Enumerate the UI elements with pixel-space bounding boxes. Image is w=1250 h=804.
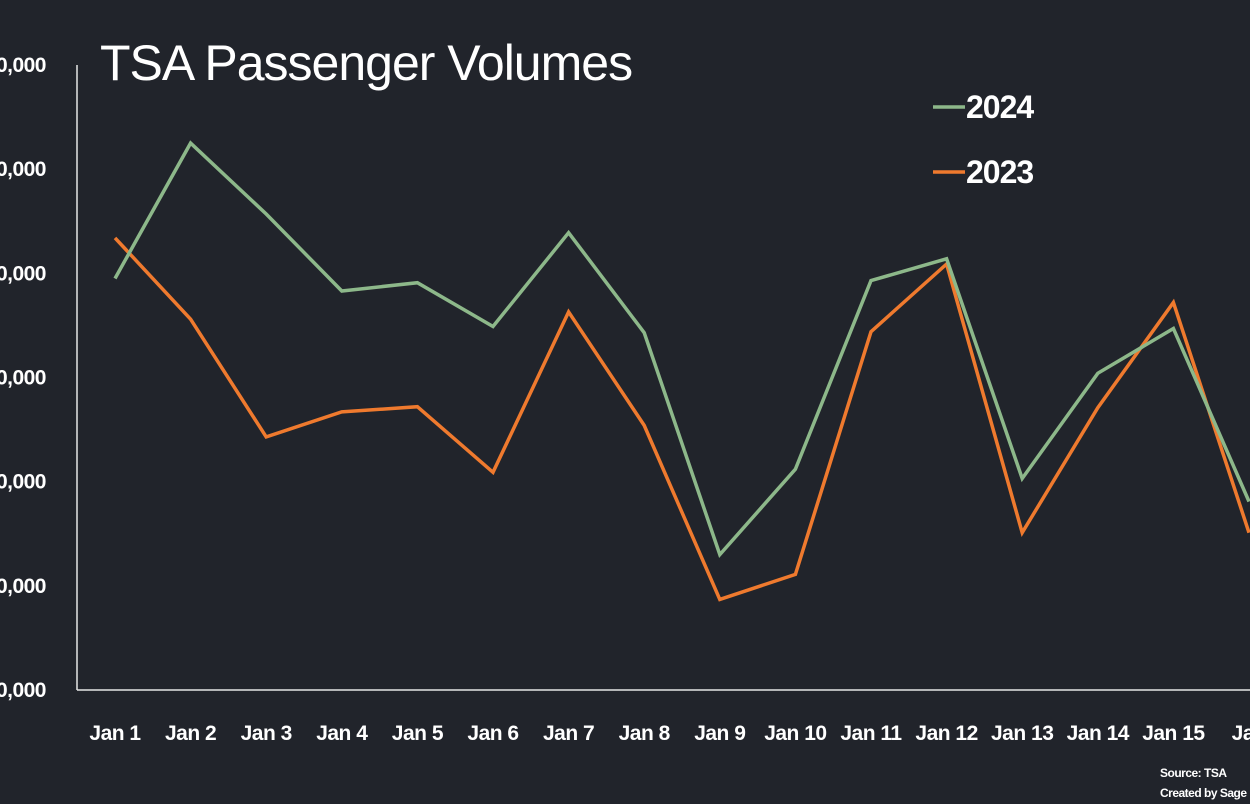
x-tick-label: Jan 6	[467, 722, 518, 745]
y-tick-label: 0,000	[0, 679, 46, 702]
y-tick-label: 0,000	[0, 54, 46, 77]
x-tick-label: Jan 11	[840, 722, 902, 745]
x-tick-label: Jan 2	[165, 722, 216, 745]
x-tick-label: Jan 13	[991, 722, 1053, 745]
x-tick-label: Jan 14	[1067, 722, 1130, 745]
x-tick-label: Jan 10	[764, 722, 826, 745]
x-tick-label: Jan 7	[543, 722, 594, 745]
x-tick-label: Jan 1	[89, 722, 141, 745]
series-line-2024	[113, 140, 1250, 559]
x-tick-label: Jan	[1232, 722, 1250, 745]
y-tick-label: 0,000	[0, 575, 46, 598]
legend-label-2023: 2023	[966, 154, 1033, 190]
chart-title: TSA Passenger Volumes	[100, 35, 632, 91]
x-tick-label: Jan 15	[1142, 722, 1205, 745]
x-tick-label: Jan 12	[915, 722, 977, 745]
y-tick-label: 0,000	[0, 158, 46, 181]
x-axis-ticks: Jan 1 Jan 2 Jan 3 Jan 4 Jan 5 Jan 6 Jan 7 Jan 8…	[89, 722, 1250, 745]
x-tick-label: Jan 3	[241, 722, 292, 745]
y-tick-label: 0,000	[0, 262, 46, 285]
legend: 2024 2023	[933, 89, 1035, 190]
x-tick-label: Jan 9	[694, 722, 745, 745]
series-line-2023	[113, 236, 1250, 602]
x-tick-label: Jan 5	[392, 722, 444, 745]
x-tick-label: Jan 4	[316, 722, 368, 745]
source-note: Source: TSA	[1160, 766, 1227, 780]
legend-label-2024: 2024	[966, 89, 1034, 125]
y-axis-ticks: 0,000 0,000 0,000 0,000 0,000 0,000 0,000	[0, 54, 47, 702]
series-lines	[113, 140, 1250, 602]
y-tick-label: 0,000	[0, 367, 46, 390]
y-tick-label: 0,000	[0, 471, 46, 494]
x-tick-label: Jan 8	[619, 722, 671, 745]
created-by-note: Created by Sage Ec	[1160, 786, 1250, 800]
